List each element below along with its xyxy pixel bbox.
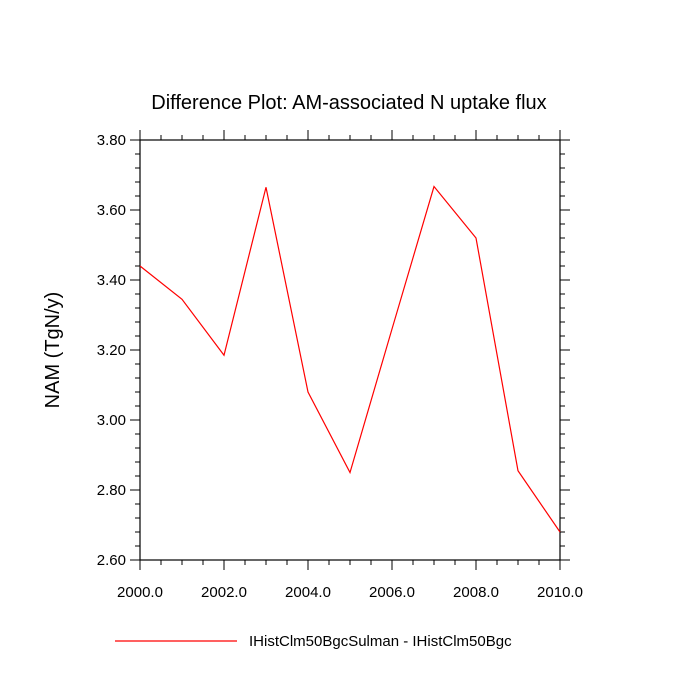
y-tick-label: 2.60 [97, 552, 126, 569]
legend-label: IHistClm50BgcSulman - IHistClm50Bgc [249, 633, 512, 650]
axis-tick-labels: 2.60 2.80 3.00 3.20 3.40 3.60 3.80 2000.0 2002.0… [97, 132, 583, 601]
plot-frame [139, 139, 561, 561]
x-tick-label: 2008.0 [453, 584, 499, 601]
y-tick-label: 3.00 [97, 412, 126, 429]
y-tick-label: 3.20 [97, 342, 126, 359]
series-line [139, 185, 561, 533]
x-tick-label: 2002.0 [201, 584, 247, 601]
x-tick-label: 2000.0 [117, 584, 163, 601]
y-tick-label: 3.80 [97, 132, 126, 149]
x-tick-label: 2004.0 [285, 584, 331, 601]
chart-title: Difference Plot: AM-associated N uptake … [151, 92, 546, 114]
series-lines [139, 185, 561, 533]
legend: IHistClm50BgcSulman - IHistClm50Bgc [115, 633, 512, 650]
x-tick-label: 2006.0 [369, 584, 415, 601]
y-tick-label: 3.40 [97, 272, 126, 289]
axis-ticks [130, 130, 570, 570]
x-tick-label: 2010.0 [537, 584, 583, 601]
y-axis-label: NAM (TgN/y) [42, 292, 64, 409]
y-tick-label: 2.80 [97, 482, 126, 499]
y-tick-label: 3.60 [97, 202, 126, 219]
